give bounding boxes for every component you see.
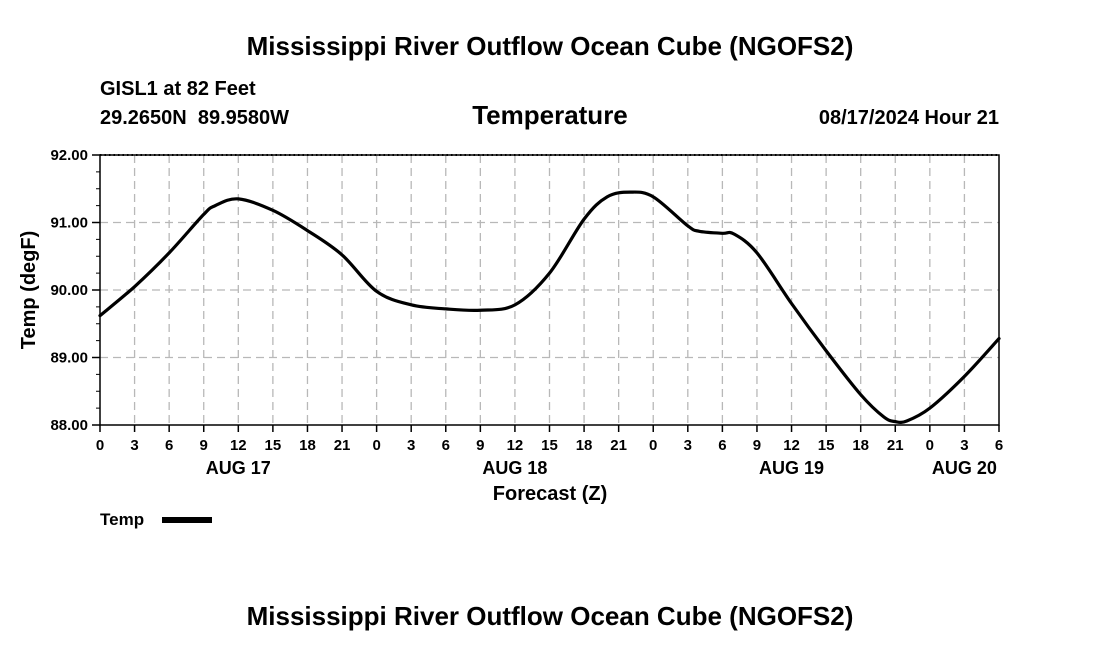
x-tick-label: 0	[96, 437, 104, 454]
x-tick-label: 3	[684, 437, 692, 454]
y-tick-label: 91.00	[50, 215, 88, 232]
x-tick-label: 6	[442, 437, 450, 454]
x-tick-label: 0	[926, 437, 934, 454]
x-tick-label: 18	[299, 437, 316, 454]
x-tick-label: 12	[783, 437, 800, 454]
main-title: Mississippi River Outflow Ocean Cube (NG…	[247, 31, 854, 61]
x-tick-label: 9	[200, 437, 208, 454]
x-tick-label: 21	[887, 437, 904, 454]
x-tick-labels: 0 3 6 9 12 15 18 21 0 3 6 9 12 15 18 21 0 3 6 9 12 15 18 21 0 3 6	[96, 437, 1003, 454]
x-tick-label: 6	[165, 437, 173, 454]
temp-series-line	[98, 190, 1001, 424]
x-tick-label: 15	[818, 437, 835, 454]
y-tick-label: 90.00	[50, 282, 88, 299]
x-tick-label: 0	[649, 437, 657, 454]
day-label: AUG 17	[206, 458, 271, 478]
y-axis-label: Temp (degF)	[18, 231, 40, 350]
y-tick-label: 88.00	[50, 417, 88, 434]
x-tick-label: 18	[852, 437, 869, 454]
legend-label: Temp	[100, 510, 144, 529]
x-tick-label: 21	[610, 437, 627, 454]
x-tick-label: 12	[230, 437, 247, 454]
day-label: AUG 20	[932, 458, 997, 478]
location-label: 29.2650N 89.9580W	[100, 107, 289, 129]
x-tick-label: 3	[407, 437, 415, 454]
day-labels: AUG 17 AUG 18 AUG 19 AUG 20	[206, 458, 997, 478]
x-tick-label: 6	[995, 437, 1003, 454]
x-tick-label: 21	[334, 437, 351, 454]
x-tick-label: 9	[753, 437, 761, 454]
x-axis-label: Forecast (Z)	[493, 483, 607, 505]
ticks	[92, 154, 1000, 432]
datetime-label: 08/17/2024 Hour 21	[819, 107, 999, 129]
x-tick-label: 6	[718, 437, 726, 454]
x-tick-label: 15	[541, 437, 558, 454]
day-label: AUG 19	[759, 458, 824, 478]
legend: Temp	[100, 510, 212, 529]
chart-title: Temperature	[472, 100, 628, 130]
grid	[100, 155, 999, 425]
footer-title: Mississippi River Outflow Ocean Cube (NG…	[247, 601, 854, 631]
x-tick-label: 0	[372, 437, 380, 454]
x-tick-label: 9	[476, 437, 484, 454]
x-tick-label: 3	[130, 437, 138, 454]
station-label: GISL1 at 82 Feet	[100, 78, 256, 100]
x-tick-label: 3	[960, 437, 968, 454]
x-tick-label: 18	[576, 437, 593, 454]
day-label: AUG 18	[482, 458, 547, 478]
y-tick-labels: 88.00 89.00 90.00 91.00 92.00	[50, 147, 88, 434]
y-tick-label: 89.00	[50, 350, 88, 367]
x-tick-label: 12	[507, 437, 524, 454]
x-tick-label: 15	[265, 437, 282, 454]
y-tick-label: 92.00	[50, 147, 88, 164]
